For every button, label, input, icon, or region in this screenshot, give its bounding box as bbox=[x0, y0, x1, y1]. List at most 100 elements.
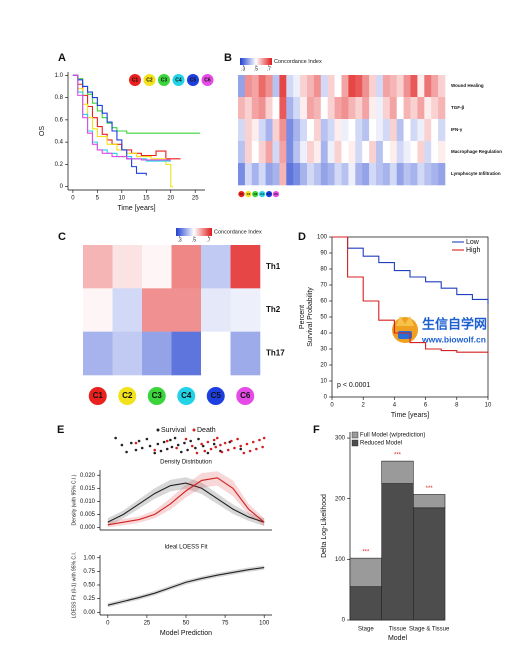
heatmap-cell bbox=[171, 245, 202, 289]
strip-point bbox=[153, 448, 157, 452]
curve bbox=[107, 482, 265, 523]
heatmap-cell bbox=[251, 119, 259, 142]
category-label: C3 bbox=[253, 192, 257, 196]
heatmap-cell bbox=[355, 141, 363, 164]
heatmap-cell bbox=[438, 141, 446, 164]
heatmap-cell bbox=[382, 75, 391, 98]
heatmap-cell bbox=[307, 97, 315, 120]
legend-label: Reduced Model bbox=[360, 441, 402, 447]
category-label: C1 bbox=[93, 391, 104, 400]
heatmap-cell bbox=[313, 97, 322, 120]
x-axis-title: Model bbox=[388, 635, 408, 642]
panel-label: C bbox=[58, 231, 66, 243]
heatmap-cell bbox=[327, 75, 335, 98]
y-tick-label: 0.8 bbox=[55, 95, 64, 101]
heatmap-cell bbox=[251, 97, 259, 120]
heatmap-cell bbox=[230, 288, 261, 332]
value-annotation: *** bbox=[394, 453, 402, 459]
heatmap-cell bbox=[369, 75, 377, 98]
strip-point bbox=[197, 437, 200, 441]
category-label: C1 bbox=[240, 192, 244, 196]
heatmap-cell bbox=[265, 97, 273, 120]
strip-point bbox=[214, 445, 218, 449]
heatmap-cell bbox=[396, 163, 404, 186]
heatmap-cell bbox=[307, 75, 315, 98]
category-label: C2 bbox=[122, 391, 133, 400]
heatmap-cell bbox=[293, 97, 301, 120]
strip-point bbox=[120, 443, 124, 447]
y-tick-label: 0.6 bbox=[55, 117, 64, 123]
heatmap-cell bbox=[362, 97, 370, 120]
strip-point bbox=[226, 448, 230, 452]
heatmap-cell bbox=[142, 331, 172, 376]
chart-title: Ideal LOESS Fit bbox=[164, 545, 207, 551]
heatmap-cell bbox=[251, 141, 259, 164]
heatmap-cell bbox=[272, 97, 280, 120]
heatmap-cell bbox=[272, 75, 280, 98]
strip-point bbox=[239, 447, 243, 451]
legend-marker bbox=[187, 74, 199, 86]
strip-point bbox=[236, 437, 239, 441]
strip-point bbox=[195, 451, 199, 455]
y-tick-label: 30 bbox=[320, 347, 327, 353]
category-marker bbox=[265, 191, 273, 198]
y-axis-title: Survival Probability bbox=[307, 287, 314, 347]
legend-label: Death bbox=[197, 427, 216, 434]
heatmap-cell bbox=[389, 75, 397, 98]
heatmap-cell bbox=[417, 163, 425, 186]
row-label: IFN-γ bbox=[451, 127, 463, 132]
x-tick-label: Tissue bbox=[389, 627, 407, 633]
heatmap-cell bbox=[389, 163, 397, 186]
legend-marker bbox=[143, 74, 156, 86]
ci-band bbox=[107, 565, 265, 608]
strip-point bbox=[230, 439, 233, 443]
panel-label: B bbox=[224, 52, 232, 64]
strip-point bbox=[190, 444, 194, 448]
y-tick-label: 0.75 bbox=[83, 569, 95, 575]
heatmap-cell bbox=[258, 141, 266, 164]
heatmap-cell bbox=[286, 75, 294, 98]
y-tick-label: 0.020 bbox=[80, 473, 96, 479]
category-marker bbox=[272, 191, 280, 198]
legend-marker bbox=[156, 428, 160, 432]
heatmap-cell bbox=[327, 119, 335, 142]
strip-point bbox=[173, 436, 177, 440]
heatmap-cell bbox=[258, 75, 266, 98]
category-label: C5 bbox=[267, 192, 271, 196]
strip-point bbox=[148, 444, 152, 448]
category-label: C6 bbox=[240, 391, 251, 400]
heatmap-cell bbox=[238, 141, 246, 164]
strip-point bbox=[201, 444, 205, 448]
heatmap-cell bbox=[279, 141, 287, 164]
heatmap-cell bbox=[403, 119, 411, 142]
x-tick-label: 4 bbox=[393, 403, 397, 409]
y-tick-label: 0.010 bbox=[80, 499, 96, 505]
strip-point bbox=[242, 451, 246, 455]
heatmap-cell bbox=[424, 141, 432, 164]
strip-point bbox=[239, 444, 243, 448]
category-marker bbox=[236, 387, 255, 405]
ci-band bbox=[107, 477, 265, 527]
heatmap-cell bbox=[348, 119, 356, 142]
strip-point bbox=[194, 446, 197, 450]
curve bbox=[332, 236, 489, 305]
heatmap-cell bbox=[382, 141, 391, 164]
heatmap-cell bbox=[83, 288, 113, 332]
category-label: C6 bbox=[274, 192, 278, 196]
colorbar-title: Concordance Index bbox=[214, 229, 262, 235]
heatmap-cell bbox=[272, 119, 280, 142]
colorbar bbox=[240, 58, 272, 65]
heatmap-cell bbox=[396, 141, 404, 164]
strip-point bbox=[233, 446, 236, 450]
heatmap-cell bbox=[293, 163, 301, 186]
panel-label: E bbox=[57, 424, 64, 436]
heatmap-cell bbox=[396, 75, 404, 98]
heatmap-cell bbox=[286, 97, 294, 120]
legend-marker bbox=[201, 74, 214, 86]
x-tick-label: 10 bbox=[485, 403, 492, 409]
row-label: Wound Healing bbox=[451, 83, 484, 88]
heatmap-cell bbox=[293, 75, 301, 98]
strip-point bbox=[206, 451, 210, 455]
heatmap-cell bbox=[376, 141, 384, 164]
heatmap-cell bbox=[265, 163, 273, 186]
